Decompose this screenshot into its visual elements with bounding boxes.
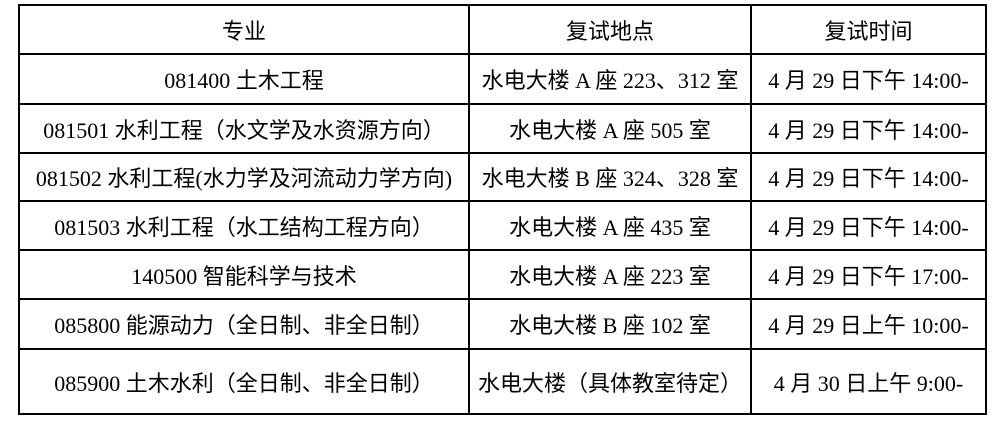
table-row: 081502 水利工程(水力学及河流动力学方向) 水电大楼 B 座 324、32… [18, 152, 987, 202]
time-cell: 4 月 29 日下午 17:00- [750, 249, 987, 300]
header-time: 复试时间 [750, 4, 987, 55]
header-location: 复试地点 [468, 4, 752, 55]
location-cell: 水电大楼 B 座 324、328 室 [468, 152, 752, 202]
major-cell: 081503 水利工程（水工结构工程方向） [18, 200, 470, 251]
location-cell: 水电大楼 B 座 102 室 [468, 298, 752, 350]
time-cell: 4 月 29 日下午 14:00- [750, 53, 987, 105]
header-row: 专业 复试地点 复试时间 [18, 4, 987, 55]
location-cell: 水电大楼 A 座 223 室 [468, 249, 752, 300]
table-row: 085800 能源动力（全日制、非全日制） 水电大楼 B 座 102 室 4 月… [18, 298, 987, 350]
major-cell: 081400 土木工程 [18, 53, 470, 105]
table-row: 140500 智能科学与技术 水电大楼 A 座 223 室 4 月 29 日下午… [18, 249, 987, 300]
location-cell: 水电大楼 A 座 505 室 [468, 103, 752, 154]
major-cell: 140500 智能科学与技术 [18, 249, 470, 300]
major-cell: 081501 水利工程（水文学及水资源方向） [18, 103, 470, 154]
table-row: 081503 水利工程（水工结构工程方向） 水电大楼 A 座 435 室 4 月… [18, 200, 987, 251]
location-cell: 水电大楼（具体教室待定） [468, 348, 752, 415]
time-cell: 4 月 30 日上午 9:00- [750, 348, 987, 415]
major-cell: 085800 能源动力（全日制、非全日制） [18, 298, 470, 350]
location-cell: 水电大楼 A 座 435 室 [468, 200, 752, 251]
reexam-schedule-table: 专业 复试地点 复试时间 081400 土木工程 水电大楼 A 座 223、31… [18, 4, 987, 415]
major-cell: 081502 水利工程(水力学及河流动力学方向) [18, 152, 470, 202]
location-cell: 水电大楼 A 座 223、312 室 [468, 53, 752, 105]
major-cell: 085900 土木水利（全日制、非全日制） [18, 348, 470, 415]
table-row: 085900 土木水利（全日制、非全日制） 水电大楼（具体教室待定） 4 月 3… [18, 348, 987, 415]
time-cell: 4 月 29 日下午 14:00- [750, 200, 987, 251]
table-row: 081400 土木工程 水电大楼 A 座 223、312 室 4 月 29 日下… [18, 53, 987, 105]
table-row: 081501 水利工程（水文学及水资源方向） 水电大楼 A 座 505 室 4 … [18, 103, 987, 154]
time-cell: 4 月 29 日下午 14:00- [750, 103, 987, 154]
time-cell: 4 月 29 日上午 10:00- [750, 298, 987, 350]
time-cell: 4 月 29 日下午 14:00- [750, 152, 987, 202]
header-major: 专业 [18, 4, 470, 55]
